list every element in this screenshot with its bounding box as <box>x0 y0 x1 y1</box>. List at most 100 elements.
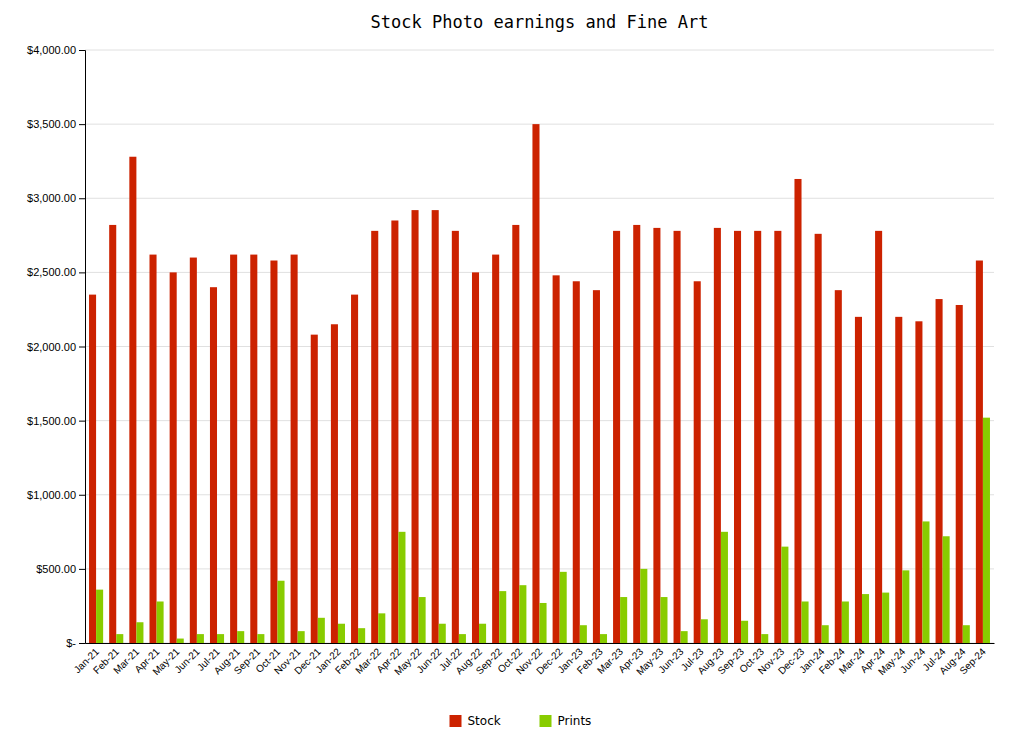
bars <box>89 124 990 643</box>
legend-swatch <box>450 715 462 727</box>
bar <box>109 225 116 643</box>
x-tick: Jun-22 <box>414 646 444 676</box>
bar <box>311 335 318 643</box>
y-tick: $4,000.00 <box>27 44 85 56</box>
bar <box>197 634 204 643</box>
y-tick: $2,500.00 <box>27 266 85 278</box>
y-tick-label: $1,500.00 <box>27 415 76 427</box>
bar <box>560 572 567 643</box>
bar <box>681 631 688 643</box>
bar <box>721 532 728 643</box>
bar <box>701 619 708 643</box>
y-tick-label: $- <box>66 637 76 649</box>
legend-item: Prints <box>540 714 592 728</box>
y-tick-mark <box>79 198 85 199</box>
bar <box>439 624 446 643</box>
grid-line <box>85 50 994 51</box>
bar <box>157 601 164 643</box>
bar <box>338 624 345 643</box>
legend-swatch <box>540 715 552 727</box>
x-tick-label: Jun-23 <box>656 646 686 676</box>
bar <box>318 618 325 643</box>
bar <box>842 601 849 643</box>
y-tick: $2,000.00 <box>27 341 85 353</box>
bar <box>540 603 547 643</box>
bar <box>802 601 809 643</box>
bar <box>512 225 519 643</box>
x-tick: Jun-23 <box>656 646 686 676</box>
bar <box>532 124 539 643</box>
bar <box>419 597 426 643</box>
bar <box>902 570 909 643</box>
bar <box>875 231 882 643</box>
bar <box>291 255 298 643</box>
x-tick-label: Jun-21 <box>172 646 202 676</box>
bar <box>230 255 237 643</box>
bar <box>371 231 378 643</box>
bar <box>190 258 197 643</box>
bar <box>660 597 667 643</box>
bar <box>822 625 829 643</box>
bar <box>882 593 889 643</box>
y-tick-mark <box>79 50 85 51</box>
bar <box>391 220 398 643</box>
bar <box>963 625 970 643</box>
bar <box>600 634 607 643</box>
bar <box>741 621 748 643</box>
y-tick: $3,500.00 <box>27 118 85 130</box>
legend: Stock Prints <box>450 714 592 728</box>
bar <box>956 305 963 643</box>
bar <box>593 290 600 643</box>
y-tick-mark <box>79 272 85 273</box>
bar <box>129 157 136 643</box>
title: Stock Photo earnings and Fine Art <box>371 12 709 32</box>
y-tick-mark <box>79 124 85 125</box>
y-tick-label: $1,000.00 <box>27 489 76 501</box>
bar <box>398 532 405 643</box>
bar <box>217 634 224 643</box>
bar <box>734 231 741 643</box>
bar <box>915 321 922 643</box>
bar <box>640 569 647 643</box>
bar <box>553 275 560 643</box>
bar <box>754 231 761 643</box>
y-tick-mark <box>79 495 85 496</box>
y-tick-label: $500.00 <box>36 563 76 575</box>
bar <box>96 590 103 643</box>
x-axis-line <box>86 643 995 644</box>
bar <box>351 295 358 643</box>
bar <box>298 631 305 643</box>
bar <box>479 624 486 643</box>
y-axis-line <box>79 51 86 644</box>
bar <box>499 591 506 643</box>
bar <box>89 295 96 643</box>
bar <box>580 625 587 643</box>
bar <box>250 255 257 643</box>
bar <box>633 225 640 643</box>
legend-item: Stock <box>450 714 501 728</box>
bar <box>976 261 983 643</box>
bar <box>136 622 143 643</box>
y-tick-mark <box>79 643 85 644</box>
y-tick-label: $2,000.00 <box>27 341 76 353</box>
x-tick-label: Jun-24 <box>898 646 928 676</box>
bar-series <box>89 124 983 643</box>
x-tick: Jun-21 <box>172 646 202 676</box>
bar <box>620 597 627 643</box>
bar <box>378 613 385 643</box>
legend-label: Stock <box>468 714 501 728</box>
bar <box>237 631 244 643</box>
bar <box>277 581 284 643</box>
bar <box>835 290 842 643</box>
bar <box>761 634 768 643</box>
bar <box>432 210 439 643</box>
y-tick-label: $4,000.00 <box>27 44 76 56</box>
legend-label: Prints <box>558 714 592 728</box>
bar <box>177 639 184 643</box>
bar <box>519 585 526 643</box>
bar <box>210 287 217 643</box>
bar <box>573 281 580 643</box>
bar <box>694 281 701 643</box>
y-tick-mark <box>79 421 85 422</box>
bar <box>613 231 620 643</box>
